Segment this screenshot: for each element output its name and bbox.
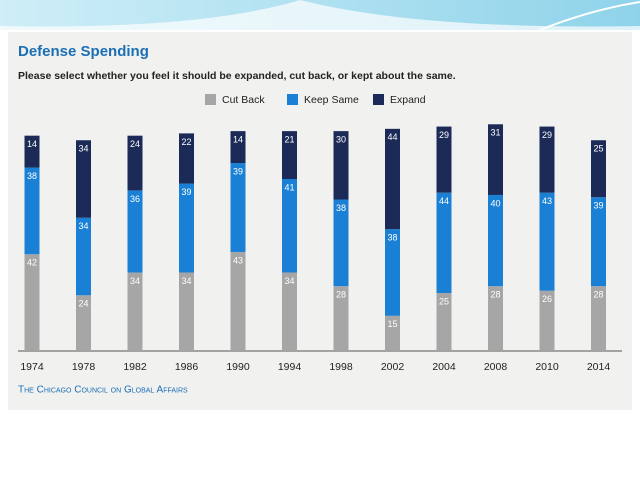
value-label: 38: [27, 171, 37, 181]
x-tick-label: 2008: [484, 361, 508, 373]
value-label: 14: [27, 139, 37, 149]
value-label: 28: [336, 290, 346, 300]
bar-segment: [179, 272, 194, 350]
chart-panel: [8, 32, 632, 410]
bar-segment: [333, 131, 349, 200]
value-label: 24: [130, 139, 140, 149]
legend-label: Cut Back: [222, 94, 265, 106]
bar-segment: [179, 133, 194, 184]
x-tick-label: 1982: [123, 361, 147, 373]
bar-segment: [591, 286, 606, 350]
bar-segment: [591, 197, 606, 287]
value-label: 25: [593, 144, 603, 154]
value-label: 15: [387, 319, 397, 329]
bar-segment: [591, 140, 606, 198]
bar-segment: [230, 251, 246, 350]
x-tick-label: 1994: [278, 361, 302, 373]
value-label: 21: [284, 134, 294, 144]
value-label: 43: [542, 196, 552, 206]
x-tick-label: 1974: [20, 361, 44, 373]
source: The Chicago Council on Global Affairs: [18, 385, 188, 396]
value-label: 40: [490, 198, 500, 208]
value-label: 39: [233, 166, 243, 176]
chart-subtitle: Please select whether you feel it should…: [18, 70, 456, 82]
value-label: 28: [593, 290, 603, 300]
bar-segment: [127, 135, 143, 191]
value-label: 28: [490, 290, 500, 300]
bar-segment: [127, 190, 143, 273]
bar-segment: [127, 272, 143, 350]
x-tick-label: 2004: [432, 361, 456, 373]
legend-swatch: [373, 94, 384, 105]
value-label: 44: [387, 132, 397, 142]
bar-segment: [436, 126, 452, 193]
bar-segment: [76, 140, 91, 218]
bar-segment: [230, 163, 246, 252]
value-label: 34: [284, 276, 294, 286]
legend-label: Keep Same: [304, 94, 359, 106]
bar-segment: [539, 192, 555, 291]
legend-swatch: [287, 94, 298, 105]
value-label: 39: [181, 187, 191, 197]
value-label: 41: [284, 182, 294, 192]
x-tick-label: 2014: [587, 361, 611, 373]
bar-segment: [385, 229, 400, 316]
value-label: 31: [490, 128, 500, 138]
value-label: 34: [130, 276, 140, 286]
value-label: 30: [336, 134, 346, 144]
value-label: 34: [181, 276, 191, 286]
value-label: 26: [542, 294, 552, 304]
bar-segment: [488, 124, 503, 195]
bar-segment: [230, 131, 246, 164]
bar-segment: [24, 254, 40, 350]
legend-swatch: [205, 94, 216, 105]
bar-segment: [385, 128, 400, 230]
bar-segment: [436, 192, 452, 293]
value-label: 34: [78, 221, 88, 231]
value-label: 36: [130, 194, 140, 204]
x-tick-label: 1990: [226, 361, 250, 373]
value-label: 38: [336, 203, 346, 213]
value-label: 38: [387, 233, 397, 243]
value-label: 42: [27, 258, 37, 268]
bar-segment: [282, 179, 297, 273]
x-tick-label: 2010: [535, 361, 559, 373]
bar-segment: [436, 293, 452, 350]
value-label: 43: [233, 255, 243, 265]
x-tick-label: 2002: [381, 361, 405, 373]
x-tick-label: 1986: [175, 361, 199, 373]
header-wave: [0, 0, 640, 30]
value-label: 39: [593, 201, 603, 211]
bar-segment: [385, 315, 400, 350]
value-label: 34: [78, 144, 88, 154]
bar-segment: [179, 183, 194, 273]
bar-segment: [76, 217, 91, 296]
x-tick-label: 1998: [329, 361, 353, 373]
bar-segment: [539, 290, 555, 350]
bar-segment: [282, 131, 297, 179]
bar-segment: [488, 286, 503, 350]
header-wave-line: [539, 1, 640, 31]
legend-label: Expand: [390, 94, 426, 106]
bar-segment: [76, 295, 91, 350]
bar-segment: [333, 199, 349, 287]
value-label: 22: [181, 137, 191, 147]
value-label: 24: [78, 299, 88, 309]
value-label: 29: [542, 130, 552, 140]
bar-segment: [24, 135, 40, 168]
value-label: 14: [233, 134, 243, 144]
chart-title: Defense Spending: [18, 43, 149, 60]
value-label: 29: [439, 130, 449, 140]
bar-segment: [282, 272, 297, 350]
value-label: 25: [439, 296, 449, 306]
bar-segment: [539, 126, 555, 193]
bar-segment: [488, 194, 503, 287]
x-tick-label: 1978: [72, 361, 96, 373]
value-label: 44: [439, 196, 449, 206]
bar-segment: [333, 286, 349, 350]
bar-segment: [24, 167, 40, 255]
